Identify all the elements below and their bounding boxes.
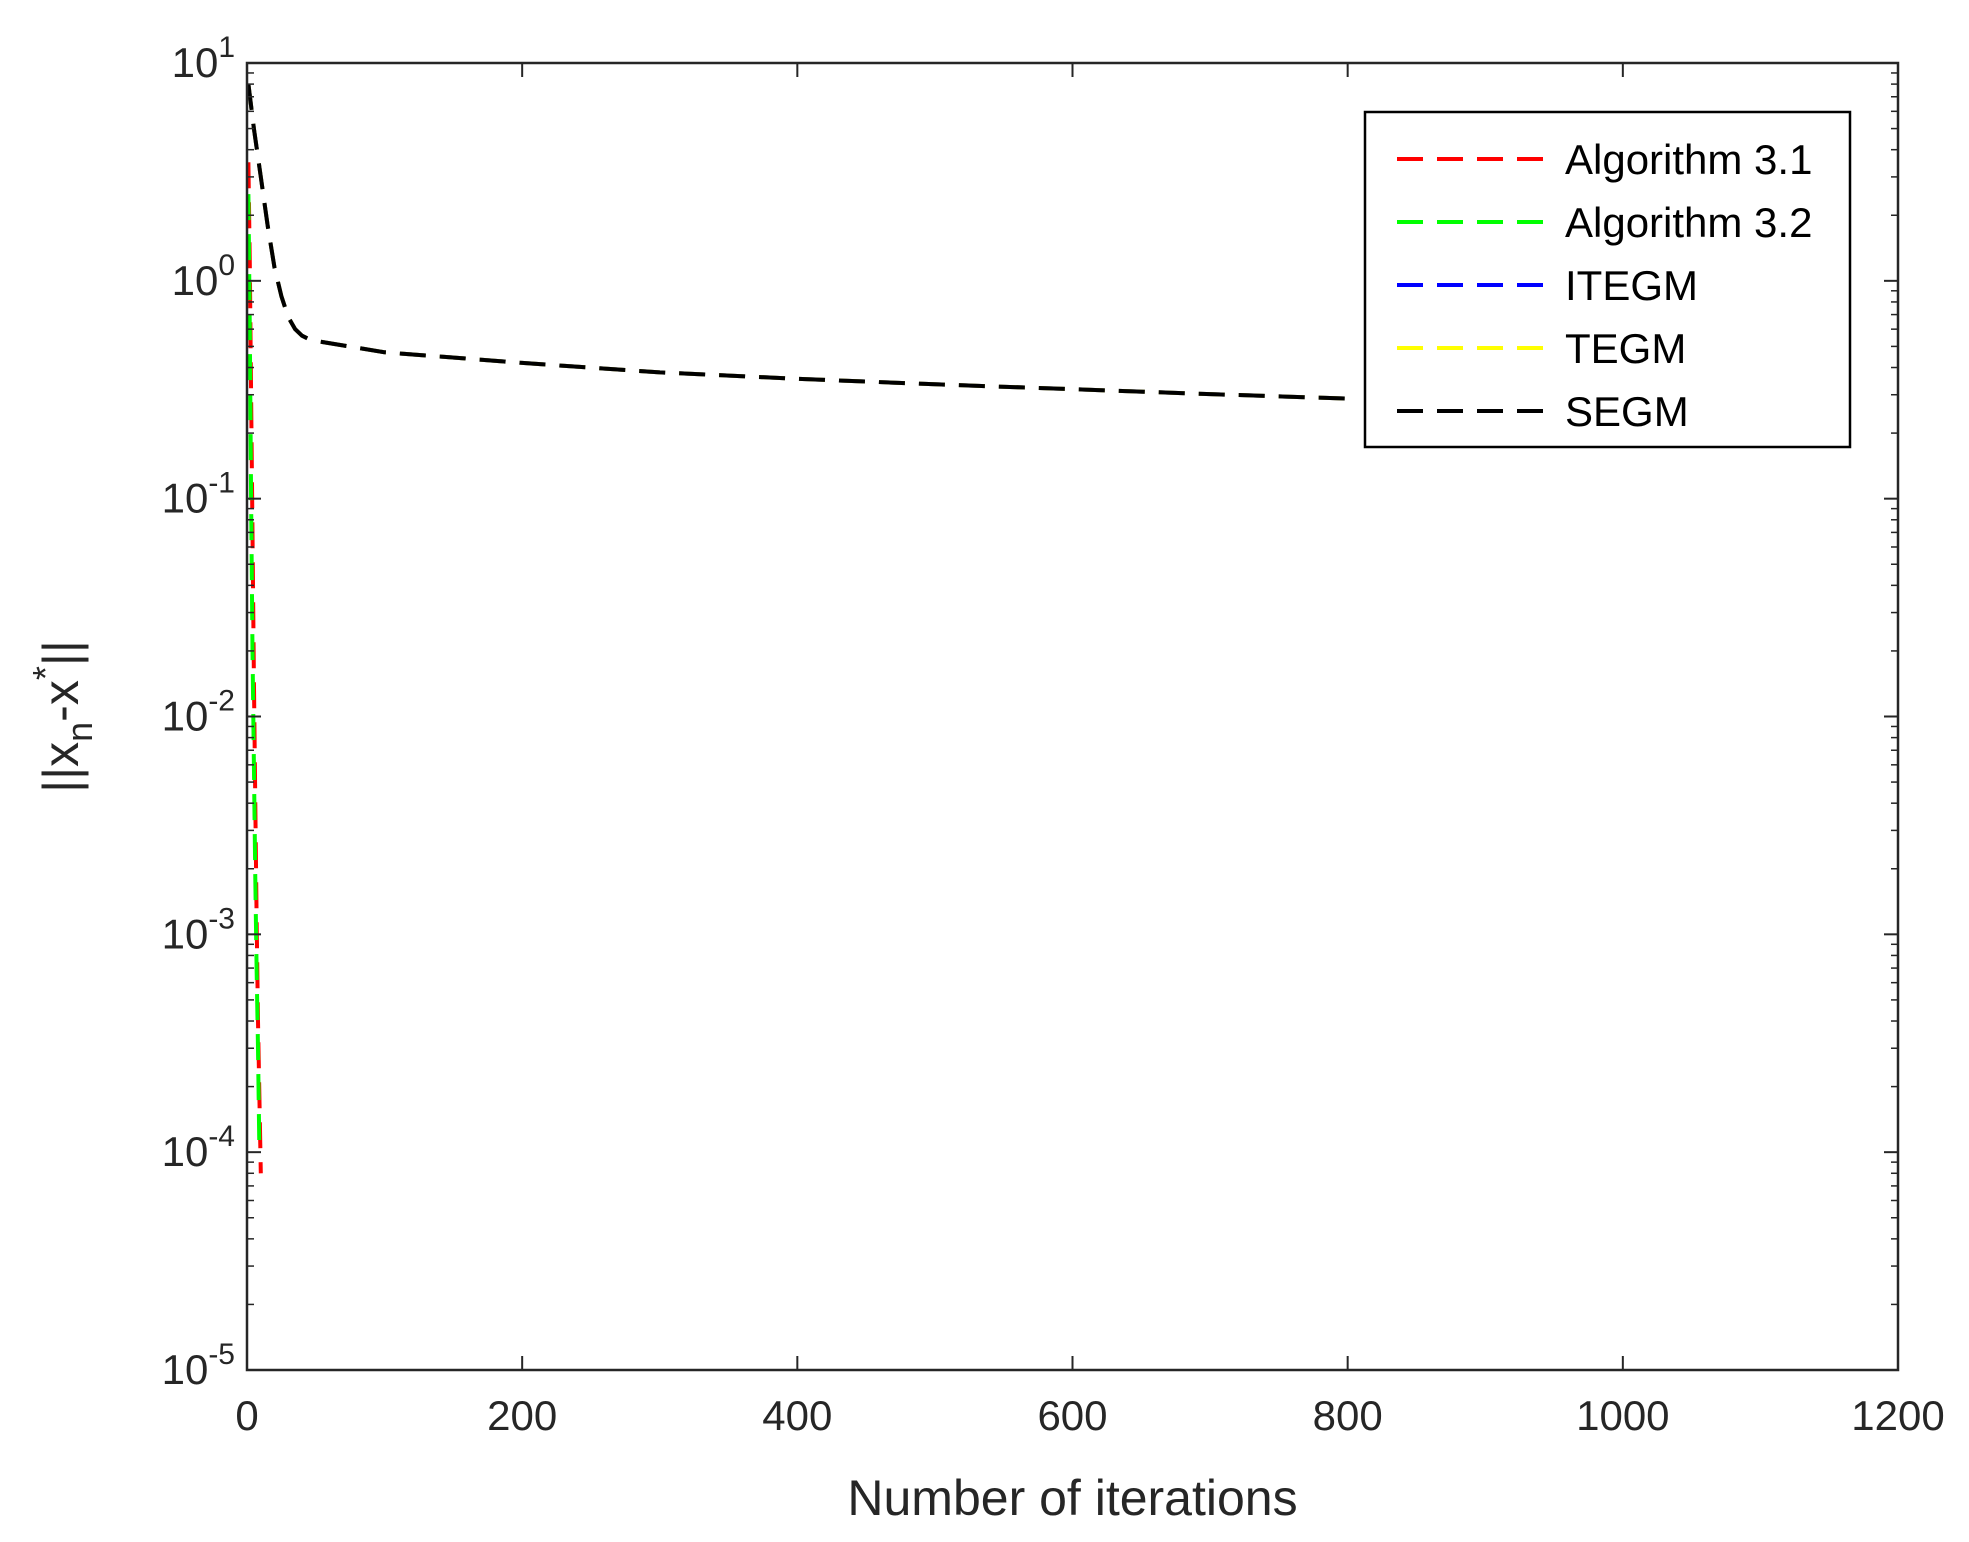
- axis-ticks: [246, 62, 1899, 1371]
- x-tick-label: 1200: [1851, 1392, 1944, 1439]
- x-tick-label: 200: [487, 1392, 557, 1439]
- y-tick-label: 101: [172, 31, 235, 86]
- y-tick-label: 10-3: [162, 902, 235, 957]
- y-axis-title: ||xn-x*||: [25, 640, 100, 793]
- tick-labels: 0 200 400 600 800 1000 1200 101 100 10-1 10-2 10-3 1…: [162, 31, 1945, 1439]
- series-line-segm: [246, 83, 1348, 401]
- x-tick-label: 400: [762, 1392, 832, 1439]
- x-tick-label: 0: [235, 1392, 258, 1439]
- y-tick-label: 100: [172, 249, 235, 304]
- legend-label-algorithm-3-1: Algorithm 3.1: [1565, 136, 1812, 183]
- y-tick-label: 10-4: [162, 1120, 235, 1175]
- y-tick-label: 10-2: [162, 685, 235, 740]
- y-tick-label: 10-1: [162, 467, 235, 522]
- x-tick-label: 1000: [1576, 1392, 1669, 1439]
- x-axis-title: Number of iterations: [847, 1470, 1297, 1526]
- legend: Algorithm 3.1 Algorithm 3.2 ITEGM TEGM SEGM: [1363, 110, 1852, 449]
- y-tick-label: 10-5: [162, 1338, 235, 1393]
- legend-label-segm: SEGM: [1565, 388, 1689, 435]
- x-tick-label: 800: [1313, 1392, 1383, 1439]
- legend-label-tegm: TEGM: [1565, 325, 1686, 372]
- x-tick-label: 600: [1037, 1392, 1107, 1439]
- legend-box: [1363, 110, 1852, 449]
- legend-label-algorithm-3-2: Algorithm 3.2: [1565, 199, 1812, 246]
- legend-label-itegm: ITEGM: [1565, 262, 1698, 309]
